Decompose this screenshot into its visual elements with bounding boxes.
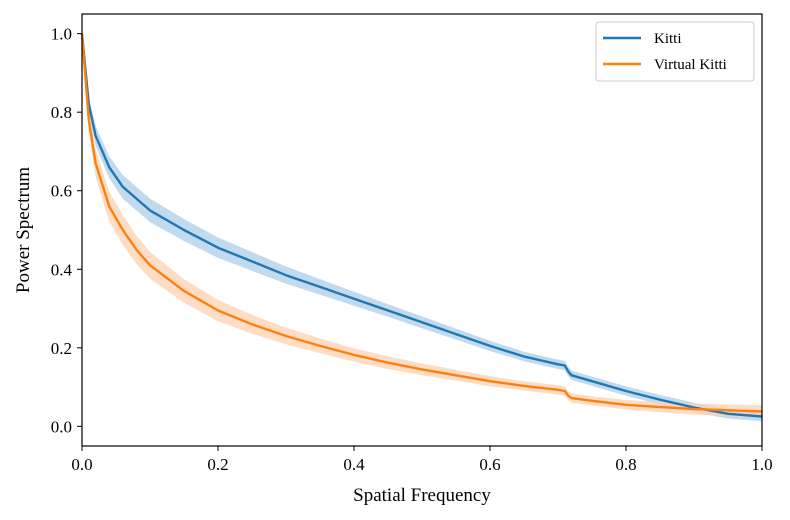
legend: Kitti Virtual Kitti — [595, 21, 755, 82]
legend-box — [595, 21, 755, 82]
x-axis-label: Spatial Frequency — [353, 485, 491, 506]
y-axis-ticks: 0.0 0.2 0.4 0.6 0.8 1.0 — [51, 25, 82, 436]
y-axis-label: Power Spectrum — [13, 167, 34, 293]
y-tick-label: 0.2 — [51, 339, 72, 358]
series-lines — [80, 33, 763, 418]
y-tick-label: 0.0 — [51, 417, 72, 436]
x-tick-label: 0.6 — [479, 455, 500, 474]
y-tick-label: 0.4 — [51, 260, 73, 279]
x-tick-label: 0.2 — [207, 455, 228, 474]
line-virtual-kitti — [80, 33, 763, 413]
band-kitti — [82, 33, 762, 422]
legend-label-kitti: Kitti — [654, 31, 682, 47]
x-tick-label: 1.0 — [751, 455, 772, 474]
legend-label-virtual-kitti: Virtual Kitti — [654, 57, 727, 73]
x-tick-label: 0.4 — [343, 455, 365, 474]
x-tick-label: 0.8 — [615, 455, 636, 474]
y-tick-label: 0.8 — [51, 103, 72, 122]
confidence-bands — [82, 33, 762, 422]
y-tick-label: 0.6 — [51, 182, 72, 201]
plot-frame — [81, 13, 763, 447]
y-tick-label: 1.0 — [51, 25, 72, 44]
x-axis-ticks: 0.0 0.2 0.4 0.6 0.8 1.0 — [71, 446, 773, 474]
line-kitti — [80, 33, 763, 418]
x-tick-label: 0.0 — [71, 455, 92, 474]
band-virtual-kitti — [82, 33, 762, 418]
